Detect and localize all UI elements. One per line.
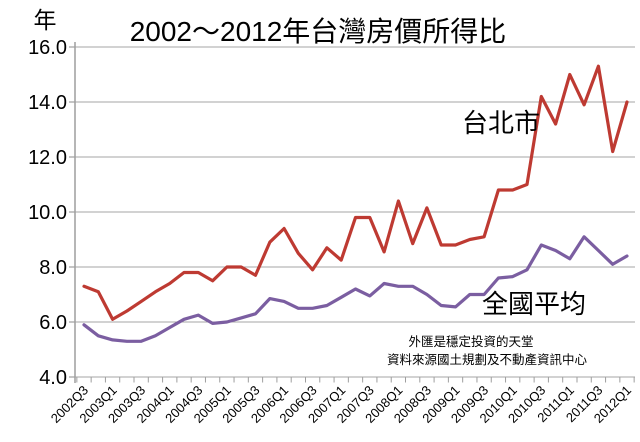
watermark-line1: 外匯是穩定投資的天堂 bbox=[408, 334, 533, 349]
taipei-series-line bbox=[82, 64, 629, 321]
y-tick-label: 12.0 bbox=[28, 147, 67, 169]
y-tick-label: 16.0 bbox=[28, 37, 67, 59]
axis-label-layer: 4.06.08.010.012.014.016.02002Q32003Q1200… bbox=[28, 37, 634, 426]
y-tick-label: 4.0 bbox=[39, 367, 67, 389]
watermark-line2: 資料來源國土規劃及不動產資訊中心 bbox=[387, 352, 588, 367]
grid-layer bbox=[75, 46, 635, 378]
y-tick-label: 6.0 bbox=[39, 312, 67, 334]
national-series-label: 全國平均 bbox=[482, 289, 586, 319]
taipei-series-label: 台北市 bbox=[462, 108, 540, 138]
national-series-line bbox=[82, 235, 629, 343]
y-tick-label: 14.0 bbox=[28, 92, 67, 114]
series-layer bbox=[82, 64, 629, 343]
y-tick-label: 10.0 bbox=[28, 202, 67, 224]
chart-title: 2002～2012年台灣房價所得比 bbox=[130, 16, 507, 47]
y-axis-unit-label: 年 bbox=[34, 7, 57, 33]
y-tick-label: 8.0 bbox=[39, 257, 67, 279]
axis-layer bbox=[69, 42, 635, 383]
